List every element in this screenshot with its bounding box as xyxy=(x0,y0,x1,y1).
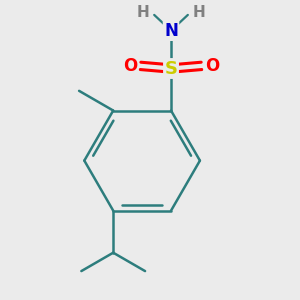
Text: O: O xyxy=(205,57,219,75)
Text: H: H xyxy=(193,5,206,20)
Text: H: H xyxy=(136,5,149,20)
Text: S: S xyxy=(164,59,178,77)
Text: N: N xyxy=(164,22,178,40)
Text: O: O xyxy=(123,57,137,75)
